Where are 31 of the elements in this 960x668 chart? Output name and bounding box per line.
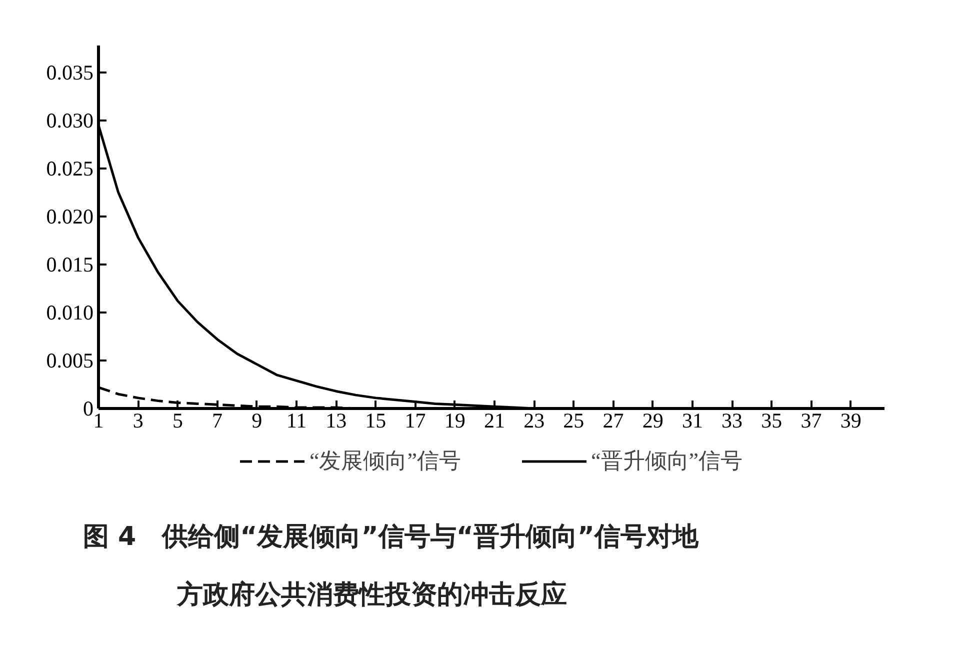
x-tick-label: 7 bbox=[212, 408, 223, 432]
legend-label: “晋升倾向”信号 bbox=[591, 447, 743, 475]
x-tick-label: 9 bbox=[252, 408, 262, 432]
x-tick-label: 3 bbox=[132, 408, 144, 432]
x-tick-label: 5 bbox=[172, 408, 183, 432]
y-tick-label: 0.010 bbox=[46, 300, 94, 324]
x-tick-label: 31 bbox=[682, 408, 703, 432]
y-tick-label: 0.020 bbox=[46, 204, 94, 228]
x-tick-label: 17 bbox=[404, 408, 426, 432]
x-tick-label: 19 bbox=[444, 408, 466, 432]
y-tick-label: 0.030 bbox=[46, 108, 94, 132]
y-tick-label: 0.005 bbox=[46, 348, 94, 372]
y-tick-label: 0.015 bbox=[46, 252, 94, 276]
x-tick-label: 29 bbox=[642, 408, 664, 432]
x-tick-label: 33 bbox=[722, 408, 743, 432]
x-tick-label: 37 bbox=[800, 408, 822, 432]
x-tick-label: 13 bbox=[326, 408, 347, 432]
x-tick-label: 39 bbox=[840, 408, 862, 432]
x-tick-label: 25 bbox=[563, 408, 584, 432]
text: 图 4 供给侧“发展倾向”信号与“晋升倾向”信号对地方政府公共消费性投资的冲击反应 bbox=[82, 521, 700, 612]
y-tick-label: 0.035 bbox=[46, 60, 94, 84]
x-tick-label: 15 bbox=[365, 408, 386, 432]
x-tick-label: 1 bbox=[93, 408, 104, 432]
y-tick-label: 0 bbox=[83, 396, 94, 420]
y-tick-label: 0.025 bbox=[46, 156, 94, 180]
legend-label: “发展倾向”信号 bbox=[309, 447, 461, 475]
x-tick-label: 23 bbox=[524, 408, 545, 432]
x-tick-label: 35 bbox=[761, 408, 782, 432]
x-tick-label: 11 bbox=[286, 408, 307, 432]
x-tick-label: 27 bbox=[602, 408, 624, 432]
x-tick-label: 21 bbox=[484, 408, 505, 432]
